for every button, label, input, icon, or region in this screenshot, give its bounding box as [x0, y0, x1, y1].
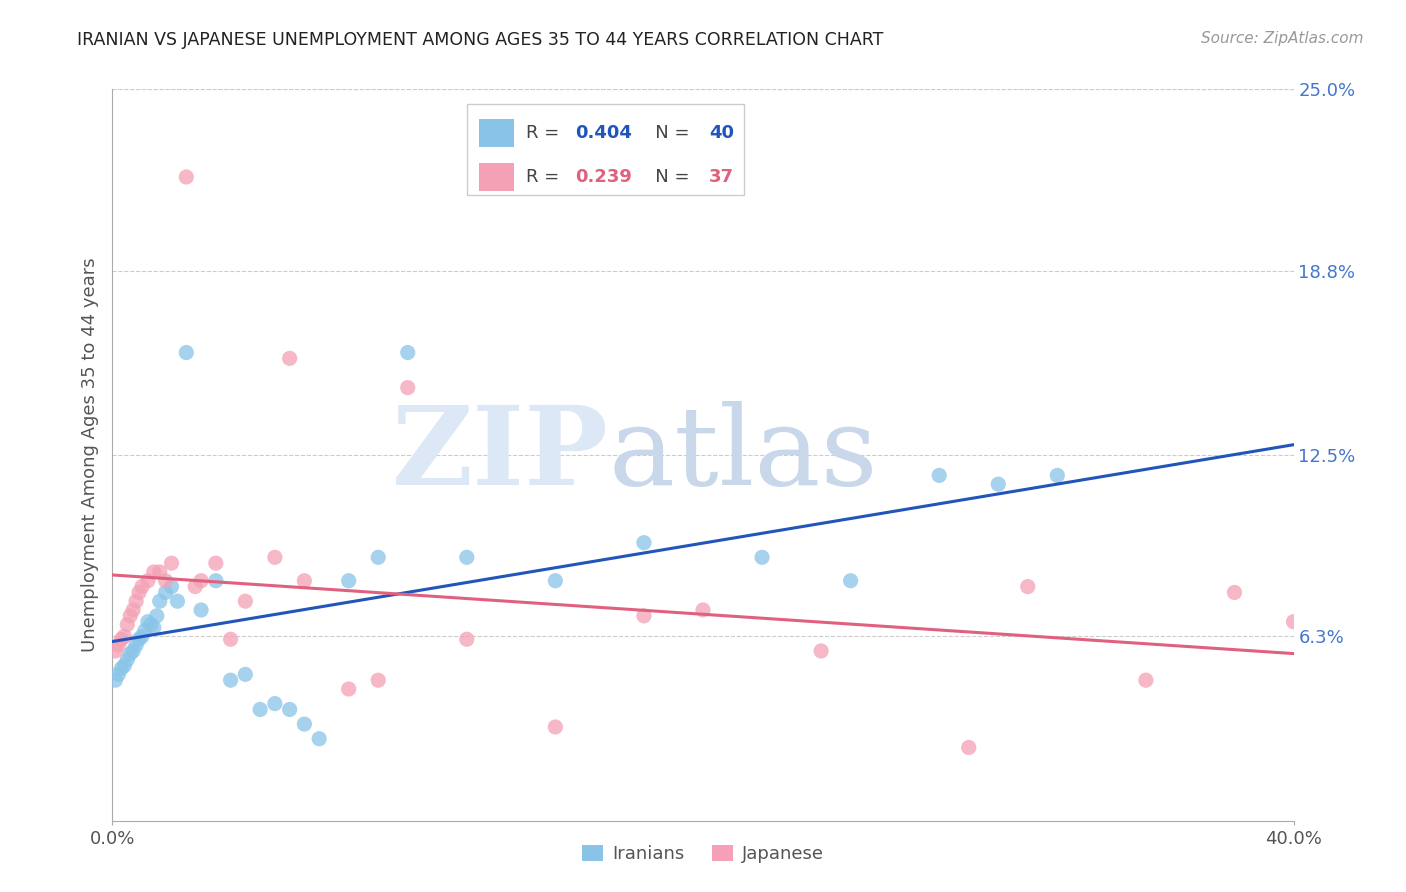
Point — [396, 345, 419, 359]
Point — [810, 644, 832, 658]
Point — [292, 717, 315, 731]
Point — [120, 608, 142, 623]
Point — [110, 661, 132, 675]
Point — [292, 574, 315, 588]
Point — [190, 574, 212, 588]
Point — [264, 697, 287, 711]
Point — [107, 638, 129, 652]
Point — [112, 629, 135, 643]
Point — [155, 585, 177, 599]
Point — [110, 632, 132, 647]
Point — [122, 603, 145, 617]
Point — [166, 594, 188, 608]
Point — [233, 594, 256, 608]
Text: R =: R = — [526, 168, 565, 186]
Point — [149, 565, 172, 579]
FancyBboxPatch shape — [478, 163, 515, 191]
Point — [1223, 585, 1246, 599]
Point — [205, 556, 228, 570]
Point — [249, 702, 271, 716]
FancyBboxPatch shape — [467, 103, 744, 195]
Point — [692, 603, 714, 617]
Point — [184, 580, 207, 594]
Point — [1282, 615, 1305, 629]
Text: 0.404: 0.404 — [575, 124, 633, 142]
Point — [107, 667, 129, 681]
Point — [233, 667, 256, 681]
Point — [278, 702, 301, 716]
Point — [104, 673, 127, 688]
Point — [128, 585, 150, 599]
Point — [1017, 580, 1039, 594]
Point — [155, 574, 177, 588]
Point — [337, 574, 360, 588]
Point — [987, 477, 1010, 491]
FancyBboxPatch shape — [478, 120, 515, 147]
Point — [117, 653, 138, 667]
Text: 0.239: 0.239 — [575, 168, 633, 186]
Point — [205, 574, 228, 588]
Point — [219, 632, 242, 647]
Point — [633, 608, 655, 623]
Point — [122, 644, 145, 658]
Point — [131, 580, 153, 594]
Point — [190, 603, 212, 617]
Point — [125, 594, 148, 608]
Point — [396, 381, 419, 395]
Point — [264, 550, 287, 565]
Point — [219, 673, 242, 688]
Point — [125, 638, 148, 652]
Text: atlas: atlas — [609, 401, 879, 508]
Point — [1135, 673, 1157, 688]
Point — [839, 574, 862, 588]
Point — [136, 574, 159, 588]
Point — [928, 468, 950, 483]
Legend: Iranians, Japanese: Iranians, Japanese — [575, 838, 831, 870]
Point — [136, 615, 159, 629]
Point — [544, 720, 567, 734]
Point — [112, 658, 135, 673]
Point — [174, 345, 197, 359]
Point — [337, 681, 360, 696]
Text: ZIP: ZIP — [392, 401, 609, 508]
Text: N =: N = — [638, 168, 696, 186]
Text: 37: 37 — [709, 168, 734, 186]
Point — [117, 617, 138, 632]
Point — [367, 550, 389, 565]
Point — [139, 617, 162, 632]
Y-axis label: Unemployment Among Ages 35 to 44 years: Unemployment Among Ages 35 to 44 years — [80, 258, 98, 652]
Point — [544, 574, 567, 588]
Point — [142, 621, 165, 635]
Point — [160, 580, 183, 594]
Text: N =: N = — [638, 124, 696, 142]
Point — [146, 608, 169, 623]
Text: Source: ZipAtlas.com: Source: ZipAtlas.com — [1201, 31, 1364, 46]
Point — [128, 632, 150, 647]
Point — [142, 565, 165, 579]
Point — [104, 644, 127, 658]
Text: IRANIAN VS JAPANESE UNEMPLOYMENT AMONG AGES 35 TO 44 YEARS CORRELATION CHART: IRANIAN VS JAPANESE UNEMPLOYMENT AMONG A… — [77, 31, 884, 49]
Point — [120, 647, 142, 661]
Point — [456, 632, 478, 647]
Text: 40: 40 — [709, 124, 734, 142]
Point — [308, 731, 330, 746]
Point — [367, 673, 389, 688]
Point — [149, 594, 172, 608]
Text: R =: R = — [526, 124, 565, 142]
Point — [174, 169, 197, 184]
Point — [131, 629, 153, 643]
Point — [160, 556, 183, 570]
Point — [134, 624, 156, 638]
Point — [633, 535, 655, 549]
Point — [278, 351, 301, 366]
Point — [751, 550, 773, 565]
Point — [456, 550, 478, 565]
Point — [1046, 468, 1069, 483]
Point — [957, 740, 980, 755]
